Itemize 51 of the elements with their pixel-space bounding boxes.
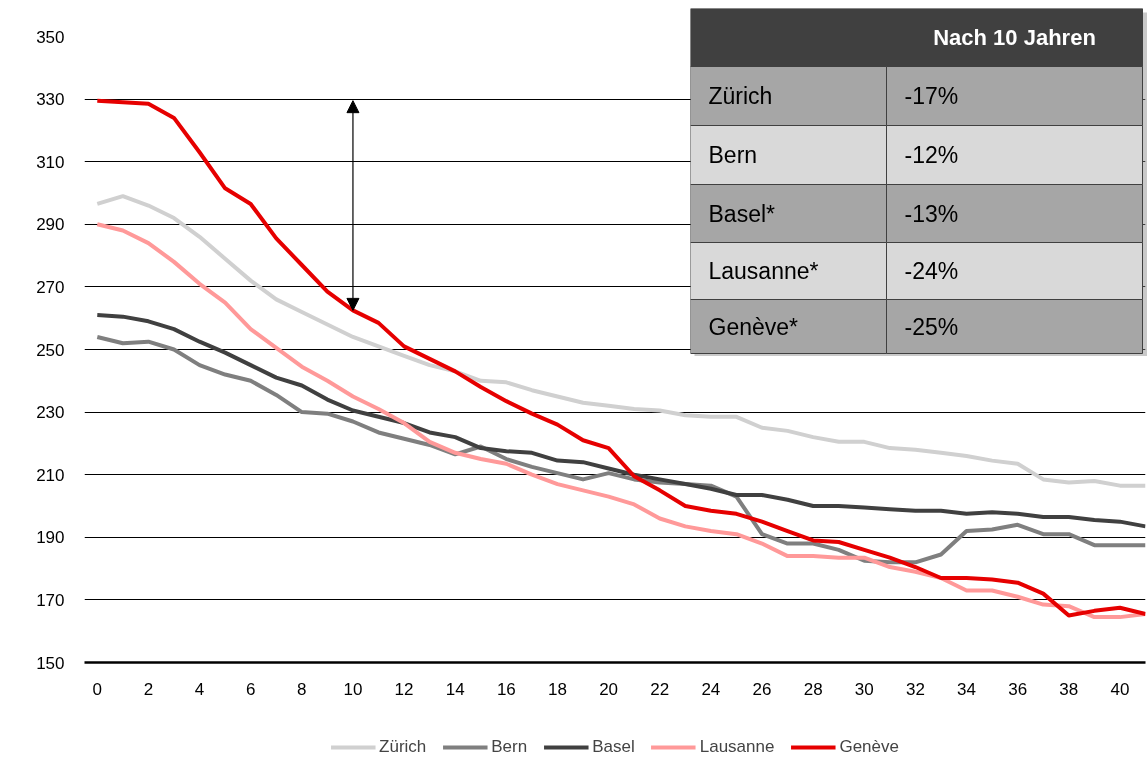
x-tick-label: 34 (957, 679, 976, 699)
annotation: Lausanne* (708, 258, 819, 284)
x-tick-label: 20 (599, 679, 619, 699)
x-tick-label: 38 (1059, 679, 1079, 699)
annotation: Nach 10 Jahren (933, 25, 1096, 50)
annotation: -13% (904, 200, 959, 227)
y-tick-label: 350 (36, 27, 65, 47)
y-tick-label: 330 (36, 90, 65, 110)
y-tick-label: 270 (36, 277, 65, 297)
line-series (95, 313, 1146, 529)
legend-label: Genève (839, 737, 899, 757)
y-tick-label: 310 (36, 152, 65, 172)
x-tick-label: 12 (394, 679, 414, 699)
x-tick-label: 2 (143, 679, 154, 699)
annotation: -25% (904, 313, 959, 340)
y-tick-label: 150 (36, 653, 65, 673)
annotation: -12% (904, 142, 959, 168)
x-tick-label: 0 (92, 679, 103, 699)
legend-label: Zürich (379, 737, 427, 757)
x-tick-label: 4 (194, 679, 205, 699)
y-tick-label: 290 (36, 215, 65, 235)
annotation: Bern (708, 142, 758, 168)
y-tick-label: 190 (36, 528, 65, 548)
annotation: Basel* (708, 200, 776, 227)
y-tick-label: 250 (36, 340, 65, 360)
x-tick-label: 36 (1008, 679, 1028, 699)
legend-label: Bern (491, 737, 528, 757)
x-tick-label: 32 (905, 679, 925, 699)
x-tick-label: 40 (1110, 679, 1130, 699)
x-tick-label: 16 (496, 679, 516, 699)
x-tick-label: 6 (245, 679, 256, 699)
x-tick-label: 8 (297, 679, 307, 699)
annotation: Zürich (708, 83, 773, 109)
y-tick-label: 210 (36, 465, 65, 485)
x-tick-label: 30 (854, 679, 874, 699)
annotation: Genève* (708, 313, 799, 340)
x-tick-label: 28 (803, 679, 823, 699)
line-series (95, 222, 1146, 620)
x-tick-label: 10 (343, 679, 363, 699)
x-tick-label: 22 (650, 679, 670, 699)
line-series (95, 194, 1146, 488)
annotation: -17% (904, 83, 959, 109)
annotation: -24% (904, 258, 959, 284)
y-tick-label: 170 (36, 590, 65, 610)
x-tick-label: 18 (548, 679, 567, 699)
x-tick-label: 14 (445, 679, 465, 699)
x-tick-label: 24 (701, 679, 721, 699)
y-tick-label: 230 (36, 403, 65, 423)
x-tick-label: 26 (752, 679, 772, 699)
legend-label: Basel (592, 737, 635, 757)
legend-label: Lausanne (699, 737, 775, 757)
